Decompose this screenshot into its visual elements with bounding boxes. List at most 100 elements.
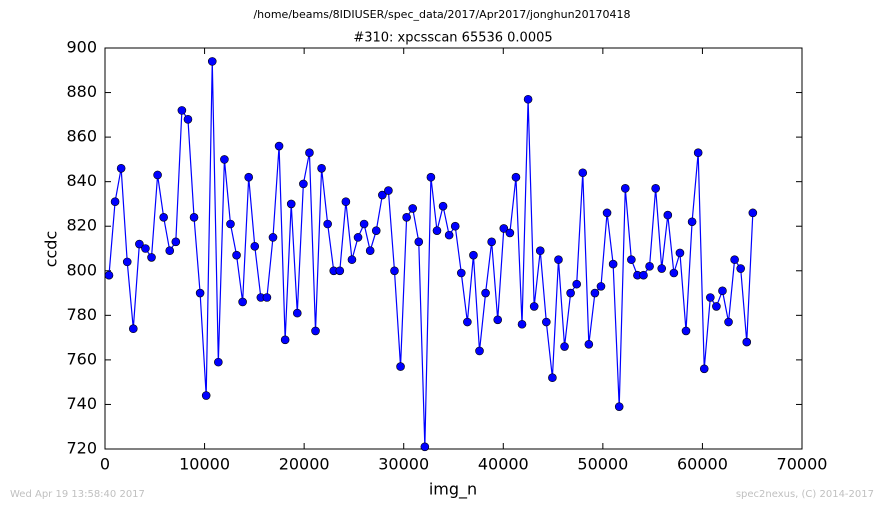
data-point <box>371 226 381 235</box>
y-tick-label: 880 <box>66 82 97 101</box>
data-point <box>669 268 679 278</box>
x-tick-label: 70000 <box>777 455 828 474</box>
data-point <box>542 317 551 327</box>
data-point <box>602 208 612 218</box>
data-point <box>596 282 606 291</box>
x-tick-label: 50000 <box>577 455 628 474</box>
data-point <box>147 253 156 262</box>
x-tick-label: 0 <box>100 455 110 474</box>
y-tick-label: 800 <box>66 260 97 279</box>
data-point <box>645 262 654 271</box>
data-point <box>232 250 241 260</box>
data-point <box>730 255 739 264</box>
data-point <box>517 319 527 329</box>
data-point <box>286 199 296 209</box>
data-point <box>177 106 187 115</box>
data-point <box>141 244 150 253</box>
x-tick-label: 10000 <box>179 455 230 474</box>
data-point <box>681 326 691 336</box>
data-point <box>657 264 667 273</box>
y-tick-label: 720 <box>66 439 97 458</box>
plot-frame <box>104 47 803 450</box>
data-point <box>384 186 393 195</box>
data-point <box>171 237 181 247</box>
x-tick-label: 30000 <box>378 455 429 474</box>
data-point <box>718 286 727 296</box>
data-point <box>578 168 588 178</box>
x-tick-label: 60000 <box>677 455 728 474</box>
y-tick-label: 740 <box>66 394 97 413</box>
data-point <box>469 250 478 260</box>
y-tick-label: 760 <box>66 349 97 368</box>
data-point <box>663 210 673 220</box>
data-point <box>238 297 247 307</box>
data-point <box>456 268 466 278</box>
data-point <box>639 270 648 280</box>
data-point <box>359 219 369 229</box>
data-point <box>529 302 539 311</box>
y-axis-label: ccdc <box>42 231 61 268</box>
data-point <box>627 255 636 264</box>
data-point <box>675 248 685 258</box>
data-point <box>493 315 503 325</box>
chart-title: #310: xpcsscan 65536 0.0005 <box>353 31 552 46</box>
data-point <box>620 184 630 193</box>
data-point <box>450 221 460 231</box>
data-point <box>280 335 290 345</box>
data-point <box>347 255 357 264</box>
data-point <box>693 148 703 158</box>
data-point <box>505 228 515 238</box>
data-point <box>378 190 387 200</box>
data-point <box>165 246 175 256</box>
data-point <box>572 279 581 289</box>
data-point <box>712 302 721 311</box>
data-point <box>220 155 229 164</box>
data-point <box>438 201 448 211</box>
data-point <box>481 288 490 298</box>
data-point <box>499 224 509 233</box>
footer-left: Wed Apr 19 13:58:40 2017 <box>10 489 145 500</box>
data-point <box>292 308 302 318</box>
data-point <box>365 246 375 256</box>
data-point <box>214 357 223 367</box>
data-point <box>687 217 697 227</box>
data-point <box>135 239 144 249</box>
data-point <box>614 402 624 411</box>
data-point <box>396 362 405 371</box>
x-tick-label: 20000 <box>279 455 330 474</box>
data-line <box>108 61 754 447</box>
data-point <box>183 114 193 124</box>
data-point <box>651 184 660 193</box>
data-point <box>511 172 521 182</box>
data-point <box>408 204 417 213</box>
data-point <box>535 246 545 256</box>
data-point <box>426 172 436 182</box>
data-point <box>305 148 314 158</box>
data-point <box>299 179 308 189</box>
data-point <box>268 233 278 242</box>
data-point <box>463 317 472 327</box>
data-point <box>207 57 217 66</box>
data-point <box>274 141 284 151</box>
data-point <box>736 264 745 273</box>
data-point <box>548 373 557 383</box>
data-point <box>116 164 126 173</box>
y-tick-label: 840 <box>66 171 97 190</box>
data-point <box>250 241 260 251</box>
data-point <box>523 94 533 104</box>
data-point <box>128 324 138 334</box>
data-point <box>487 237 496 247</box>
data-point <box>153 170 162 180</box>
data-point <box>335 266 345 276</box>
data-point <box>390 266 399 276</box>
data-point <box>311 326 320 336</box>
data-point <box>584 339 594 349</box>
data-point <box>104 270 114 280</box>
y-tick-label: 820 <box>66 216 97 235</box>
data-point <box>566 288 575 298</box>
data-point <box>414 237 424 247</box>
data-point <box>110 197 120 207</box>
data-point <box>706 293 715 302</box>
data-point <box>699 364 709 374</box>
